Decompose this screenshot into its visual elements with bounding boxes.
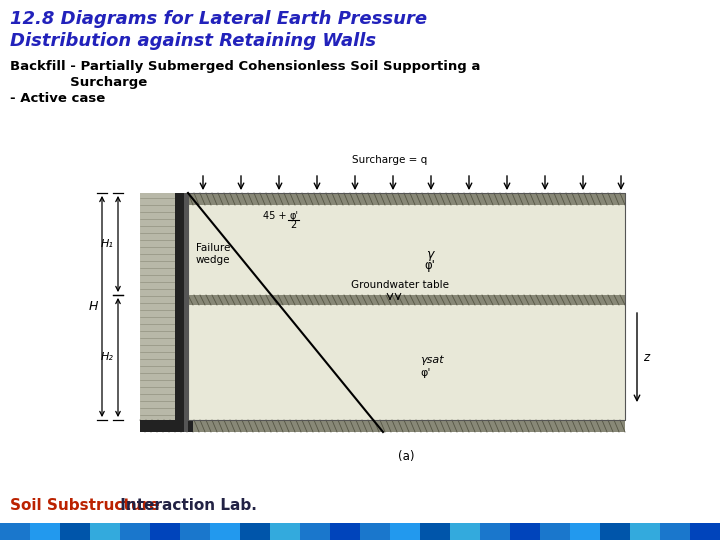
Bar [150, 523, 180, 540]
Bar [188, 305, 625, 420]
Text: Backfill - Partially Submerged Cohensionless Soil Supporting a: Backfill - Partially Submerged Cohension… [10, 60, 480, 73]
Bar [360, 523, 390, 540]
Bar [188, 295, 625, 305]
Text: Distribution against Retaining Walls: Distribution against Retaining Walls [10, 32, 376, 50]
Text: 2: 2 [290, 220, 296, 230]
Bar [570, 523, 600, 540]
Text: φ': φ' [420, 368, 431, 378]
Text: H₁: H₁ [101, 239, 114, 249]
Text: H: H [89, 300, 98, 313]
Bar [510, 523, 540, 540]
Bar [180, 523, 210, 540]
Bar [300, 523, 330, 540]
Text: Surcharge = q: Surcharge = q [352, 155, 428, 165]
Bar [690, 523, 720, 540]
Bar [0, 523, 720, 540]
Bar [210, 523, 240, 540]
Bar [450, 523, 480, 540]
Text: Surcharge: Surcharge [10, 76, 148, 89]
Text: Failure
wedge: Failure wedge [196, 243, 230, 265]
Bar [90, 523, 120, 540]
Bar [188, 205, 625, 295]
Bar [420, 523, 450, 540]
Bar [390, 523, 420, 540]
Bar [140, 420, 193, 432]
Bar [175, 193, 188, 432]
Text: Interaction Lab.: Interaction Lab. [115, 498, 257, 513]
Bar [540, 523, 570, 540]
Bar [600, 523, 630, 540]
Text: z: z [643, 351, 649, 364]
Text: φ': φ' [289, 211, 298, 221]
Bar [660, 523, 690, 540]
Text: (a): (a) [398, 450, 415, 463]
Bar [120, 523, 150, 540]
Text: 12.8 Diagrams for Lateral Earth Pressure: 12.8 Diagrams for Lateral Earth Pressure [10, 10, 427, 28]
Text: φ': φ' [425, 259, 436, 272]
Text: γ: γ [426, 248, 433, 261]
Bar [480, 523, 510, 540]
Bar [270, 523, 300, 540]
Text: - Active case: - Active case [10, 92, 105, 105]
Bar [330, 523, 360, 540]
Bar [140, 420, 625, 432]
Bar [140, 193, 175, 432]
Bar [630, 523, 660, 540]
Text: γsat: γsat [420, 355, 444, 365]
Bar [30, 523, 60, 540]
Text: H₂: H₂ [101, 353, 114, 362]
Bar [0, 523, 30, 540]
Bar [240, 523, 270, 540]
Bar [60, 523, 90, 540]
Text: Soil Substructure: Soil Substructure [10, 498, 160, 513]
Text: 45 +: 45 + [263, 211, 289, 221]
Bar [188, 193, 625, 205]
Bar [184, 193, 188, 432]
Text: Groundwater table: Groundwater table [351, 280, 449, 290]
